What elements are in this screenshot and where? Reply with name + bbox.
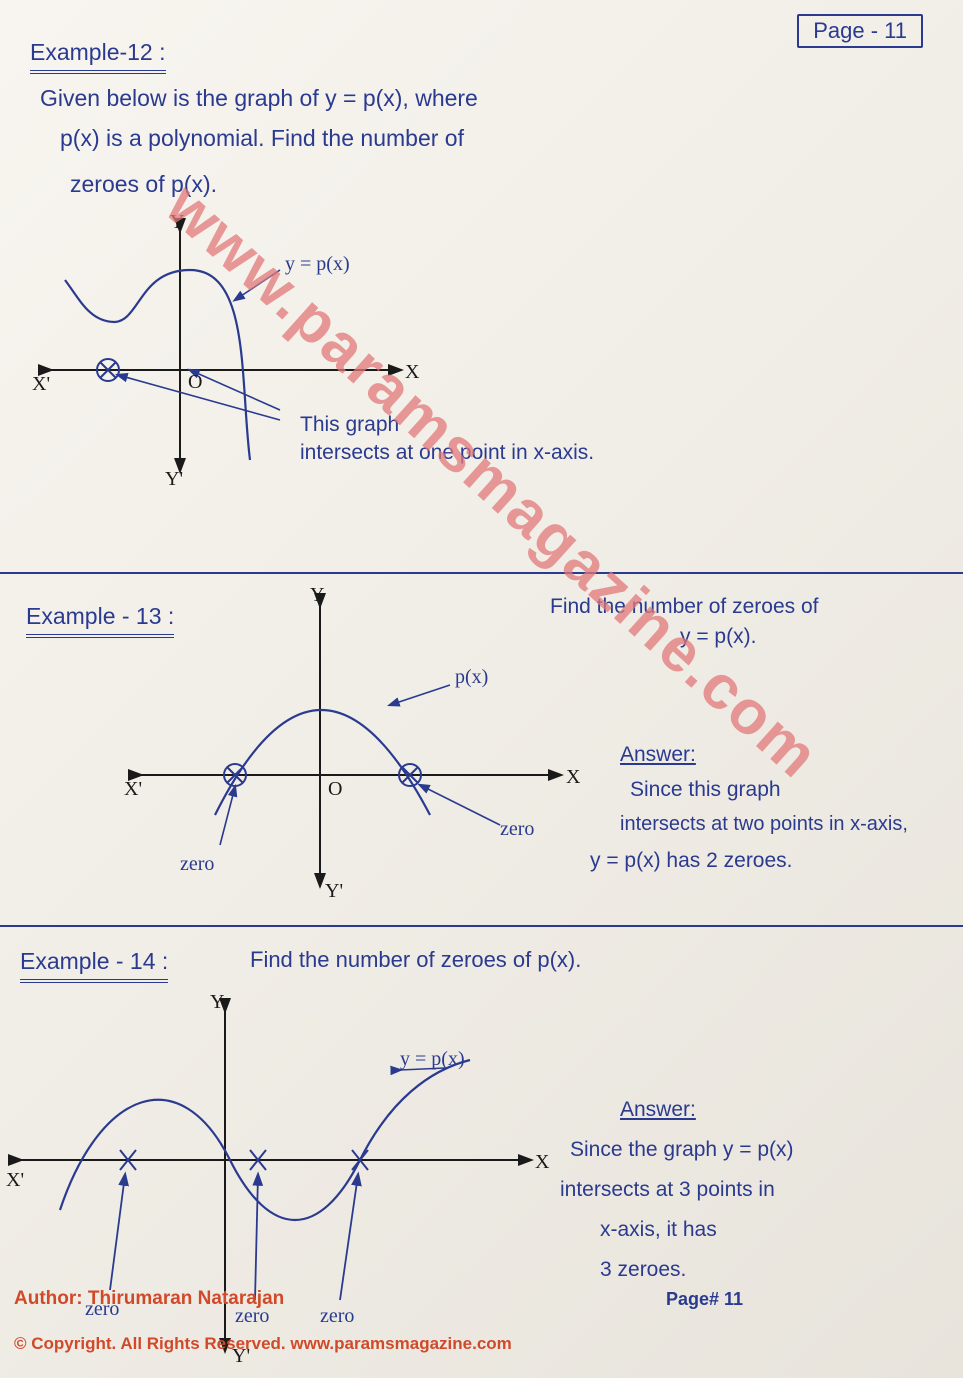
ex12-note-line1: This graph bbox=[300, 410, 399, 439]
ex12-xprime-label: X' bbox=[32, 373, 50, 395]
svg-text:y = p(x): y = p(x) bbox=[400, 1048, 465, 1070]
ex13-problem-line1: Find the number of zeroes of bbox=[550, 592, 818, 621]
svg-text:X: X bbox=[535, 1151, 550, 1173]
ex12-note-line2: intersects at one point in x-axis. bbox=[300, 438, 594, 467]
page-badge: Page - 11 bbox=[797, 14, 923, 48]
ex12-origin-label: O bbox=[188, 371, 202, 393]
ex14-answer-heading: Answer: bbox=[620, 1095, 696, 1124]
ex12-y-label: Y bbox=[170, 211, 184, 233]
ex13-answer-line2: intersects at two points in x-axis, bbox=[620, 810, 908, 838]
svg-text:zero: zero bbox=[320, 1305, 354, 1327]
ex14-heading: Example - 14 : bbox=[20, 945, 168, 983]
ex13-graph: Y X X' Y' O p(x) zero zero bbox=[120, 585, 590, 905]
ex13-answer-line1: Since this graph bbox=[630, 775, 781, 804]
divider-1 bbox=[0, 572, 963, 574]
svg-text:Y': Y' bbox=[325, 880, 343, 902]
ex13-problem-line2: y = p(x). bbox=[680, 622, 756, 651]
svg-text:X': X' bbox=[6, 1169, 24, 1191]
ex12-curve-label: y = p(x) bbox=[285, 253, 350, 275]
svg-text:X': X' bbox=[124, 778, 142, 800]
ex14-answer-line3: x-axis, it has bbox=[600, 1215, 717, 1244]
ex14-answer-line4: 3 zeroes. bbox=[600, 1255, 686, 1284]
ex12-x-label: X bbox=[405, 361, 420, 383]
footer-author: Author: Thirumaran Natarajan bbox=[14, 1288, 284, 1310]
ex12-problem-line2: p(x) is a polynomial. Find the number of bbox=[60, 122, 464, 154]
svg-text:zero: zero bbox=[180, 853, 214, 875]
ex14-graph: Y X X' Y' y = p(x) zero zero zero bbox=[0, 990, 560, 1370]
svg-text:X: X bbox=[566, 766, 581, 788]
ex12-problem-line3: zeroes of p(x). bbox=[70, 168, 217, 200]
ex13-answer-heading: Answer: bbox=[620, 740, 696, 769]
ex14-answer-line2: intersects at 3 points in bbox=[560, 1175, 775, 1204]
ex12-problem-line1: Given below is the graph of y = p(x), wh… bbox=[40, 82, 478, 114]
svg-text:p(x): p(x) bbox=[455, 666, 488, 688]
svg-text:Y: Y bbox=[210, 991, 224, 1013]
ex14-answer-line1: Since the graph y = p(x) bbox=[570, 1135, 794, 1164]
ex12-yprime-label: Y' bbox=[165, 468, 183, 490]
svg-text:Y: Y bbox=[310, 585, 324, 606]
footer-copyright: © Copyright. All Rights Reserved. www.pa… bbox=[14, 1334, 512, 1354]
svg-text:zero: zero bbox=[500, 818, 534, 840]
ex13-answer-line3: y = p(x) has 2 zeroes. bbox=[590, 846, 793, 875]
ex14-problem: Find the number of zeroes of p(x). bbox=[250, 945, 581, 976]
footer-pagenum: Page# 11 bbox=[666, 1289, 743, 1310]
svg-text:O: O bbox=[328, 778, 342, 800]
divider-2 bbox=[0, 925, 963, 927]
ex12-heading: Example-12 : bbox=[30, 36, 166, 74]
